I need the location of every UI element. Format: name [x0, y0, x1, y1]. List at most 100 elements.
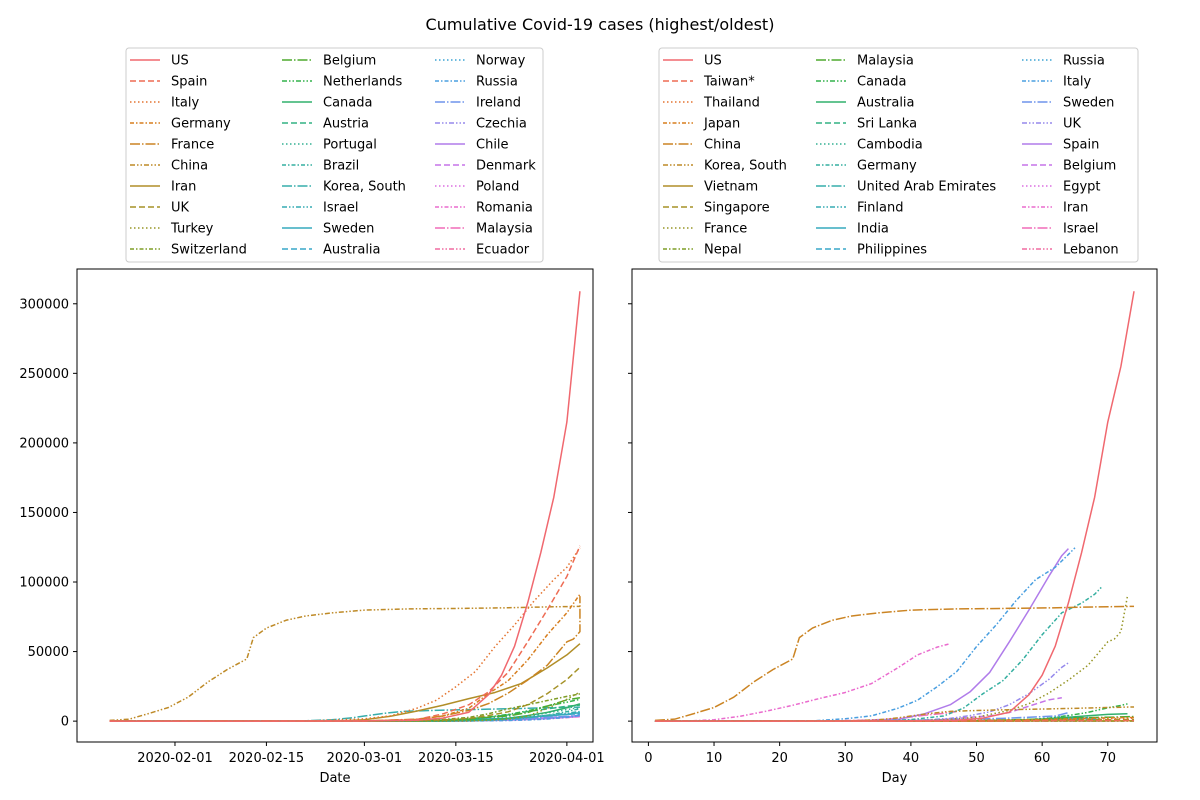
legend-label-ireland: Ireland [476, 96, 521, 111]
legend-label-portugal: Portugal [323, 138, 377, 153]
x-tick-label: 70 [1100, 751, 1117, 766]
x-tick-label: 10 [706, 751, 723, 766]
series-group [109, 291, 581, 722]
x-tick-label: 2020-03-01 [327, 751, 403, 766]
series-line-korea-south [109, 706, 580, 722]
legend: US Spain Italy Germany France China Iran UK Turk… [125, 47, 544, 263]
legend-label-belgium: Belgium [323, 54, 376, 69]
series-line-brazil [109, 707, 581, 722]
legend-label-france: France [704, 222, 747, 237]
y-tick-label: 150000 [19, 506, 69, 521]
legend-label-china: China [704, 138, 741, 153]
series-group [654, 291, 1135, 722]
x-tick-label: 0 [644, 751, 652, 766]
legend-label-brazil: Brazil [323, 159, 359, 174]
series-line-us [109, 291, 581, 722]
figure-title: Cumulative Covid-19 cases (highest/oldes… [426, 15, 775, 34]
legend-label-uk: UK [1063, 117, 1082, 132]
series-line-turkey [109, 691, 581, 722]
y-tick-label: 250000 [19, 367, 69, 382]
legend-label-japan: Japan [703, 117, 740, 132]
x-axis-label: Date [319, 771, 350, 786]
chart-panel-left: 0 50000 100000 150000 200000 250000 300000 2020… [19, 47, 605, 786]
legend-label-nepal: Nepal [704, 243, 742, 258]
x-tick-label: 50 [968, 751, 985, 766]
x-tick-label: 2020-04-01 [529, 751, 605, 766]
legend-label-uk: UK [171, 201, 190, 216]
y-tick-label: 200000 [19, 436, 69, 451]
legend-label-philippines: Philippines [857, 243, 927, 258]
series-line-italy [654, 547, 1076, 722]
x-tick-label: 2020-02-15 [229, 751, 305, 766]
legend-label-iran: Iran [1063, 201, 1088, 216]
legend-label-iran: Iran [171, 180, 196, 195]
legend-label-italy: Italy [1063, 75, 1092, 90]
chart-panel-right: 0 10 20 30 40 50 60 70 Day US Taiwan* Thailand Japan… [628, 47, 1158, 786]
legend-label-ecuador: Ecuador [476, 243, 530, 258]
legend-box [658, 47, 1139, 263]
legend-label-thailand: Thailand [703, 96, 760, 111]
legend-label-lebanon: Lebanon [1063, 243, 1119, 258]
legend-label-russia: Russia [1063, 54, 1105, 69]
legend-label-germany: Germany [171, 117, 231, 132]
series-line-france [654, 595, 1129, 722]
series-line-belgium [109, 697, 581, 722]
x-axis-label: Day [882, 771, 908, 786]
legend-label-czechia: Czechia [476, 117, 527, 132]
legend-label-korea-south: Korea, South [704, 159, 787, 174]
legend-label-italy: Italy [171, 96, 200, 111]
legend-label-spain: Spain [1063, 138, 1099, 153]
legend-label-sweden: Sweden [1063, 96, 1114, 111]
x-tick-label: 2020-02-01 [137, 751, 213, 766]
legend-label-spain: Spain [171, 75, 207, 90]
legend-label-united-arab-emirates: United Arab Emirates [857, 180, 996, 195]
series-line-china [109, 605, 580, 722]
x-tick-label: 60 [1034, 751, 1051, 766]
series-line-russia [109, 714, 581, 722]
legend-label-sweden: Sweden [323, 222, 374, 237]
x-tick-label: 2020-03-15 [418, 751, 494, 766]
legend-label-chile: Chile [476, 138, 509, 153]
legend-label-finland: Finland [857, 201, 903, 216]
series-line-germany [109, 593, 581, 722]
series-line-portugal [109, 706, 581, 722]
legend-label-russia: Russia [476, 75, 518, 90]
legend-label-cambodia: Cambodia [857, 138, 923, 153]
x-tick-label: 20 [771, 751, 788, 766]
legend-label-israel: Israel [323, 201, 359, 216]
legend-label-france: France [171, 138, 214, 153]
legend-label-singapore: Singapore [704, 201, 770, 216]
legend-label-sri-lanka: Sri Lanka [857, 117, 917, 132]
legend-label-poland: Poland [476, 180, 519, 195]
plot-frame [76, 268, 594, 743]
y-tick-label: 300000 [19, 297, 69, 312]
x-tick-label: 40 [903, 751, 920, 766]
legend-label-norway: Norway [476, 54, 526, 69]
legend-label-taiwan: Taiwan* [703, 75, 755, 90]
legend-label-korea-south: Korea, South [323, 180, 406, 195]
legend-label-israel: Israel [1063, 222, 1099, 237]
series-line-iran [654, 642, 951, 722]
legend-label-denmark: Denmark [476, 159, 536, 174]
legend-label-turkey: Turkey [170, 222, 214, 237]
series-line-china [654, 605, 1135, 722]
legend-label-canada: Canada [857, 75, 906, 90]
legend-label-vietnam: Vietnam [704, 180, 758, 195]
legend-label-india: India [857, 222, 889, 237]
y-tick-label: 100000 [19, 576, 69, 591]
legend-label-austria: Austria [323, 117, 369, 132]
legend-label-germany: Germany [857, 159, 917, 174]
y-tick-label: 50000 [28, 645, 69, 660]
legend-label-romania: Romania [476, 201, 533, 216]
legend-label-switzerland: Switzerland [171, 243, 247, 258]
legend-label-china: China [171, 159, 208, 174]
legend-label-belgium: Belgium [1063, 159, 1116, 174]
legend-label-malaysia: Malaysia [476, 222, 533, 237]
legend-label-us: US [171, 54, 189, 69]
legend-label-us: US [704, 54, 722, 69]
legend-label-australia: Australia [857, 96, 915, 111]
legend: US Taiwan* Thailand Japan China Korea, South V… [658, 47, 1139, 263]
plot-frame [631, 268, 1158, 743]
series-line-us [654, 291, 1135, 722]
y-tick-label: 0 [61, 715, 69, 730]
